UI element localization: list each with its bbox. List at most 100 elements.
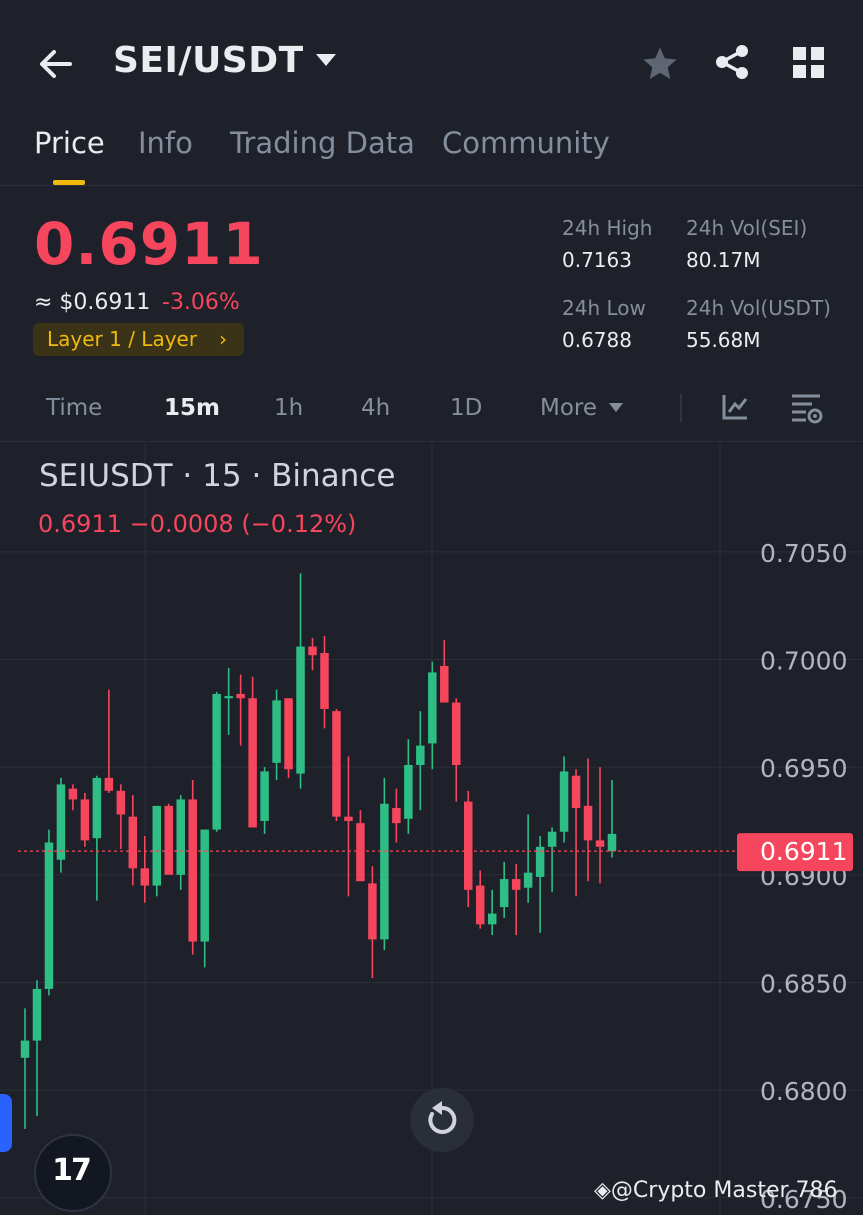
candle-body [164,805,174,875]
candle-body [212,693,221,830]
candle-body [583,805,593,841]
tab-divider [0,185,863,186]
candle-body [487,913,497,925]
candle-body [296,646,305,774]
candle-body [32,988,42,1041]
timeframe-1d[interactable]: 1D [450,395,483,421]
change-percent: -3.06% [162,290,240,315]
candle-body [140,868,150,886]
candle-body [452,702,461,765]
timeframe-15m[interactable]: 15m [164,395,220,421]
last-price-badge [737,833,853,872]
candle-body [523,872,533,888]
candle-body [380,803,389,940]
category-tag[interactable] [33,323,244,356]
grid-icon[interactable] [790,44,828,82]
tradingview-logo-text: 17 [52,1153,92,1188]
y-tick-label: 0.6850 [760,969,847,998]
candle-body [392,808,401,824]
high-value: 0.7163 [562,248,632,272]
low-value: 0.6788 [562,328,632,352]
chart-symbol-legend: SEIUSDT · 15 · Binance [39,458,396,494]
timeframe-4h[interactable]: 4h [361,395,391,421]
candle-body [535,846,545,877]
watermark: ◈@Crypto Master 786 [594,1178,838,1203]
candle-body [320,653,329,709]
tradingview-logo-icon [34,1134,112,1212]
tab-trading-data[interactable]: Trading Data [230,126,415,160]
vol-quote-value: 55.68M [686,328,761,352]
y-tick-label: 0.6950 [760,754,847,783]
candle-body [284,698,293,770]
category-tag-label: Layer 1 / Layer [47,327,198,351]
share-icon[interactable] [712,42,752,82]
y-tick-label: 0.7000 [760,646,847,675]
more-chevron-icon [609,403,623,412]
back-arrow-icon[interactable] [36,44,76,84]
vol-base-label: 24h Vol(SEI) [686,216,808,240]
candle-body [368,883,377,940]
candle-body [80,799,90,841]
active-tab-indicator [53,180,85,185]
vol-quote-label: 24h Vol(USDT) [686,296,831,320]
candle-body [200,829,209,942]
candle-body [511,879,521,890]
star-icon[interactable] [640,44,680,84]
candle-body [607,833,617,852]
chart-settings-icon[interactable] [790,392,824,426]
candle-body [44,842,54,989]
timeframe-more[interactable]: More [540,395,598,421]
candle-body [499,879,509,908]
y-tick-label: 0.6800 [760,1077,847,1106]
last-price-badge-label: 0.6911 [760,837,847,866]
low-label: 24h Low [562,296,646,320]
candle-body [463,801,473,890]
chart-ohlc-legend: 0.6911 −0.0008 (−0.12%) [38,510,357,538]
candle-body [428,672,437,744]
candle-body [332,711,341,817]
timeframe-1h[interactable]: 1h [274,395,304,421]
candle-body [475,885,485,925]
candle-body [152,805,162,886]
candle-body [356,823,365,882]
usd-approx-price: ≈ $0.6911 [34,290,151,315]
chart-divider [0,441,863,442]
candle-body [547,831,557,847]
candle-body [104,777,114,791]
pair-title[interactable]: SEI/USDT [113,40,304,81]
candle-body [559,771,569,832]
candle-body [595,840,605,847]
candle-body [224,696,233,699]
candle-body [272,700,281,763]
tab-community[interactable]: Community [442,126,610,160]
candle-indicator-icon[interactable] [720,392,750,422]
candle-body [308,646,317,656]
candle-body [260,771,269,821]
y-tick-label: 0.7050 [760,539,847,568]
candle-body [128,816,138,869]
candle-body [92,777,102,839]
candle-body [344,816,353,821]
candle-body [116,790,126,815]
candle-body [176,799,185,875]
reset-chart-button[interactable] [410,1088,474,1152]
candle-body [236,693,245,699]
candle-body [188,799,197,942]
chevron-down-icon[interactable] [316,54,336,66]
candlestick-chart[interactable]: 0.70500.70000.69500.69000.68500.68000.67… [0,442,863,1215]
reset-chart-icon [428,1101,457,1134]
toolbar-divider [680,394,682,422]
high-label: 24h High [562,216,653,240]
candle-body [248,698,257,828]
tab-price[interactable]: Price [34,126,105,160]
timeframe-time[interactable]: Time [46,395,103,421]
candle-body [416,745,425,765]
tab-info[interactable]: Info [138,126,193,160]
candle-body [68,788,78,800]
vol-base-value: 80.17M [686,248,761,272]
chevron-right-icon: › [219,327,227,351]
side-drawer-handle[interactable] [0,1094,12,1152]
y-tick-label: 0.6750 [760,1185,847,1214]
last-price: 0.6911 [34,210,264,278]
candle-body [20,1040,30,1058]
